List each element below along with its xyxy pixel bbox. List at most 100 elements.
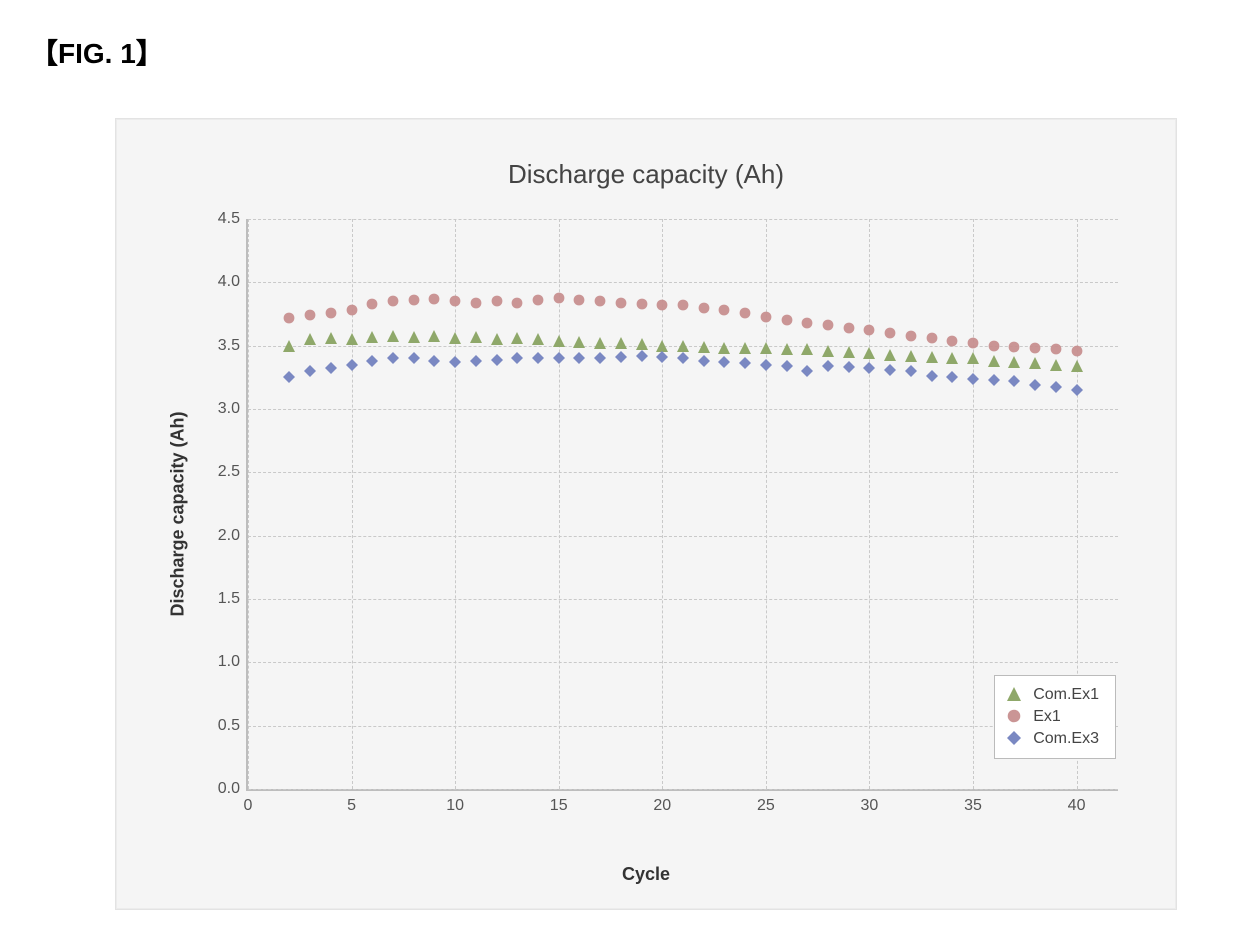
data-point — [428, 330, 440, 342]
data-point — [967, 352, 979, 364]
data-point — [1071, 360, 1083, 372]
data-point — [718, 342, 730, 354]
data-point — [843, 361, 855, 373]
data-point — [801, 317, 813, 329]
y-tick-label: 2.0 — [218, 527, 248, 545]
x-tick-label: 40 — [1068, 789, 1086, 815]
data-point — [822, 345, 834, 357]
gridline-h — [248, 219, 1118, 220]
data-point — [511, 297, 523, 309]
x-axis-label: Cycle — [116, 864, 1176, 885]
data-point — [511, 332, 523, 344]
data-point — [532, 294, 544, 306]
legend-item: Com.Ex1 — [1007, 684, 1099, 706]
gridline-v — [869, 219, 870, 789]
gridline-v — [559, 219, 560, 789]
data-point — [718, 356, 730, 368]
data-point — [387, 352, 399, 364]
chart-title: Discharge capacity (Ah) — [116, 159, 1176, 190]
data-point — [615, 297, 627, 309]
data-point — [304, 365, 316, 377]
x-tick-label: 0 — [244, 789, 253, 815]
data-point — [428, 293, 440, 305]
data-point — [988, 374, 1000, 386]
x-tick-label: 15 — [550, 789, 568, 815]
y-tick-label: 1.5 — [218, 590, 248, 608]
data-point — [760, 311, 772, 323]
data-point — [594, 337, 606, 349]
data-point — [781, 343, 793, 355]
data-point — [863, 324, 875, 336]
legend-marker-dot — [1007, 709, 1023, 725]
data-point — [428, 355, 440, 367]
data-point — [511, 352, 523, 364]
data-point — [449, 356, 461, 368]
data-point — [863, 347, 875, 359]
data-point — [946, 371, 958, 383]
data-point — [656, 351, 668, 363]
data-point — [283, 371, 295, 383]
data-point — [283, 340, 295, 352]
data-point — [1029, 379, 1041, 391]
data-point — [698, 341, 710, 353]
gridline-h — [248, 662, 1118, 663]
data-point — [553, 335, 565, 347]
data-point — [491, 295, 503, 307]
x-tick-label: 10 — [446, 789, 464, 815]
data-point — [926, 370, 938, 382]
data-point — [822, 360, 834, 372]
data-point — [470, 297, 482, 309]
data-point — [905, 365, 917, 377]
data-point — [470, 355, 482, 367]
data-point — [656, 340, 668, 352]
data-point — [739, 307, 751, 319]
data-point — [387, 295, 399, 307]
legend-label: Com.Ex1 — [1033, 686, 1099, 704]
gridline-h — [248, 472, 1118, 473]
data-point — [698, 355, 710, 367]
data-point — [615, 351, 627, 363]
y-tick-label: 3.0 — [218, 400, 248, 418]
data-point — [304, 309, 316, 321]
data-point — [801, 343, 813, 355]
data-point — [718, 304, 730, 316]
chart-panel: Discharge capacity (Ah) Discharge capaci… — [115, 118, 1177, 910]
data-point — [1029, 357, 1041, 369]
data-point — [366, 298, 378, 310]
data-point — [449, 332, 461, 344]
data-point — [1008, 356, 1020, 368]
figure-label: 【FIG. 1】 — [30, 32, 164, 72]
data-point — [283, 312, 295, 324]
plot-area: 0.00.51.01.52.02.53.03.54.04.50510152025… — [246, 219, 1118, 791]
data-point — [926, 332, 938, 344]
gridline-v — [973, 219, 974, 789]
data-point — [1050, 359, 1062, 371]
data-point — [656, 299, 668, 311]
data-point — [325, 332, 337, 344]
data-point — [573, 352, 585, 364]
y-tick-label: 4.5 — [218, 210, 248, 228]
data-point — [884, 349, 896, 361]
data-point — [988, 340, 1000, 352]
data-point — [677, 299, 689, 311]
legend-item: Ex1 — [1007, 706, 1099, 728]
data-point — [573, 294, 585, 306]
data-point — [884, 327, 896, 339]
legend-marker-triangle — [1007, 687, 1023, 703]
y-tick-label: 0.5 — [218, 717, 248, 735]
data-point — [781, 314, 793, 326]
data-point — [801, 365, 813, 377]
gridline-h — [248, 409, 1118, 410]
data-point — [408, 352, 420, 364]
data-point — [615, 337, 627, 349]
y-tick-label: 4.0 — [218, 273, 248, 291]
data-point — [967, 373, 979, 385]
data-point — [698, 302, 710, 314]
x-tick-label: 30 — [861, 789, 879, 815]
data-point — [988, 355, 1000, 367]
data-point — [532, 352, 544, 364]
data-point — [739, 342, 751, 354]
data-point — [449, 295, 461, 307]
data-point — [366, 331, 378, 343]
data-point — [553, 292, 565, 304]
